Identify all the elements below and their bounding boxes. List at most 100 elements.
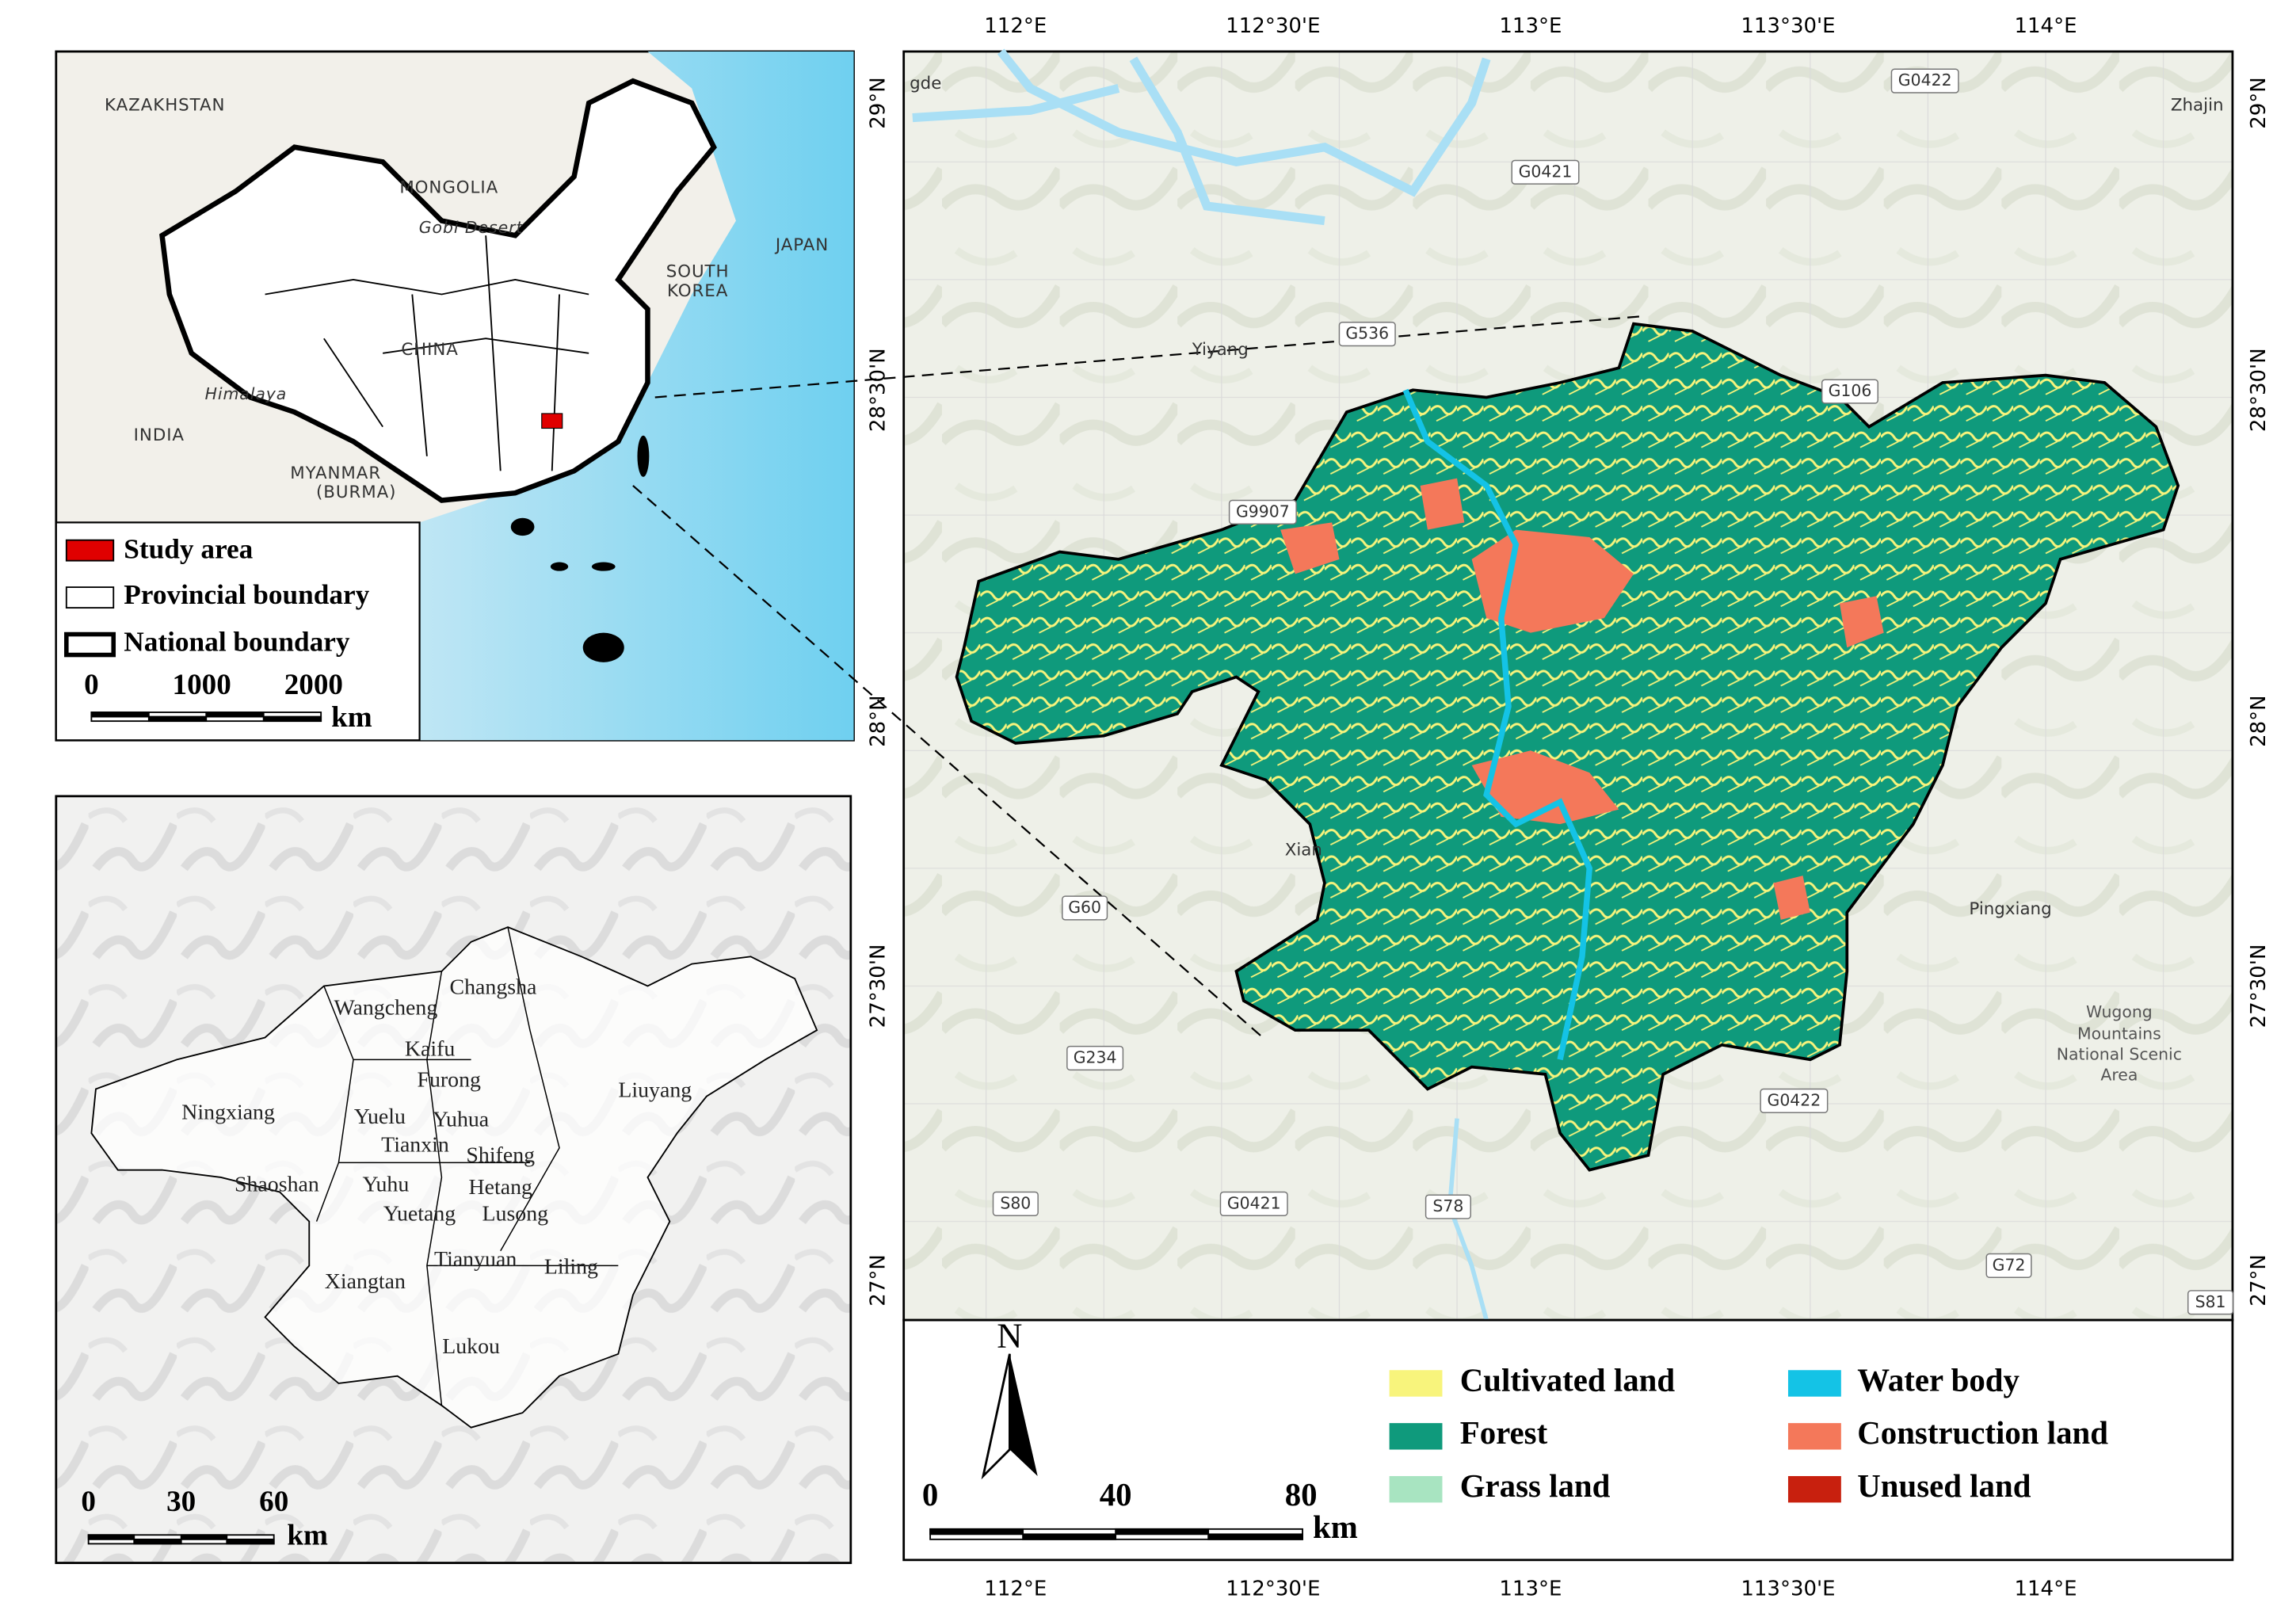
scenic-label: National Scenic bbox=[2057, 1045, 2182, 1064]
country-label: Himalaya bbox=[205, 384, 288, 403]
road-shield bbox=[1228, 499, 1297, 525]
road-label: G9907 bbox=[1236, 502, 1290, 521]
scale-label: 40 bbox=[1100, 1477, 1132, 1513]
legend-swatch bbox=[1389, 1370, 1443, 1397]
latitude-label: 29°N bbox=[867, 77, 891, 129]
road-label: G72 bbox=[1993, 1255, 2026, 1274]
road-label: G0422 bbox=[1898, 71, 1952, 90]
scenic-label: Mountains bbox=[2077, 1024, 2161, 1043]
road-label: G234 bbox=[1074, 1047, 1117, 1066]
road-shield bbox=[1985, 1253, 2032, 1278]
county-label: Tianyuan bbox=[434, 1247, 517, 1272]
road-shield bbox=[1062, 895, 1108, 921]
country-label: KOREA bbox=[667, 281, 728, 301]
road-label: S80 bbox=[1000, 1193, 1031, 1212]
latitude-label: 28°30'N bbox=[867, 348, 891, 432]
place-label: Zhajin bbox=[2171, 96, 2224, 116]
country-label: INDIA bbox=[134, 425, 185, 445]
legend-swatch bbox=[1787, 1475, 1841, 1503]
latitude-label: 28°N bbox=[867, 695, 891, 747]
latitude-label: 28°N bbox=[2247, 695, 2271, 747]
longitude-label: 112°E bbox=[984, 14, 1047, 38]
country-label: MYANMAR bbox=[290, 464, 381, 483]
legend-label: Construction land bbox=[1857, 1415, 2108, 1451]
country-label: CHINA bbox=[401, 340, 459, 360]
place-label: gde bbox=[910, 74, 941, 93]
latitude-label: 27°N bbox=[867, 1254, 891, 1307]
county-label: Changsha bbox=[450, 975, 537, 1000]
county-label: Shaoshan bbox=[235, 1172, 319, 1196]
legend-label: Water body bbox=[1857, 1362, 2019, 1398]
scale-unit: km bbox=[287, 1520, 328, 1552]
legend-label: National boundary bbox=[124, 627, 350, 658]
county-label: Liling bbox=[544, 1254, 598, 1279]
place-label: Xian bbox=[1285, 841, 1322, 860]
road-shield bbox=[1821, 379, 1879, 404]
legend-label: Grass land bbox=[1460, 1468, 1611, 1504]
legend-label: Study area bbox=[124, 534, 253, 565]
scale-label: 0 bbox=[922, 1477, 938, 1513]
road-label: G0422 bbox=[1767, 1090, 1821, 1109]
road-shield bbox=[1338, 322, 1396, 347]
road-shield bbox=[2187, 1290, 2234, 1315]
road-label: G60 bbox=[1068, 898, 1101, 917]
legend-swatch bbox=[1787, 1370, 1841, 1397]
longitude-label: 113°30'E bbox=[1741, 14, 1835, 38]
legend-swatch bbox=[1389, 1475, 1443, 1503]
county-label: Ningxiang bbox=[181, 1100, 275, 1124]
legend-label: Cultivated land bbox=[1460, 1362, 1676, 1398]
longitude-label: 113°E bbox=[1499, 1577, 1562, 1600]
longitude-label: 112°30'E bbox=[1226, 1577, 1320, 1600]
legend-label: Provincial boundary bbox=[124, 579, 369, 610]
scale-label: 80 bbox=[1285, 1477, 1318, 1513]
road-shield bbox=[1219, 1191, 1288, 1216]
longitude-label: 114°E bbox=[2014, 14, 2077, 38]
county-label: Yuhu bbox=[362, 1172, 409, 1196]
north-label: N bbox=[997, 1315, 1022, 1355]
legend-swatch bbox=[1389, 1423, 1443, 1450]
scale-label: 1000 bbox=[173, 669, 231, 701]
county-label: Furong bbox=[417, 1068, 481, 1093]
place-label: Yiyang bbox=[1192, 340, 1249, 360]
country-label: SOUTH bbox=[666, 262, 730, 282]
scale-unit: km bbox=[331, 701, 372, 734]
road-label: G536 bbox=[1345, 324, 1389, 343]
county-label: Yuetang bbox=[383, 1202, 456, 1227]
country-label: JAPAN bbox=[774, 235, 829, 255]
inset-map bbox=[55, 50, 855, 742]
longitude-label: 112°E bbox=[984, 1577, 1047, 1600]
county-label: Lusong bbox=[482, 1202, 549, 1227]
scale-label: 0 bbox=[84, 669, 99, 701]
county-label: Yuelu bbox=[354, 1104, 406, 1129]
county-label: Kaifu bbox=[405, 1037, 456, 1062]
scale-unit: km bbox=[1313, 1509, 1358, 1545]
scale-label: 30 bbox=[166, 1486, 196, 1518]
legend-label: Unused land bbox=[1857, 1468, 2031, 1504]
county-map bbox=[55, 795, 852, 1564]
country-label: KAZAKHSTAN bbox=[105, 96, 225, 116]
road-shield bbox=[992, 1191, 1039, 1216]
longitude-label: 113°E bbox=[1499, 14, 1562, 38]
road-shield bbox=[1425, 1194, 1471, 1219]
road-label: G0421 bbox=[1227, 1193, 1281, 1212]
latitude-label: 27°30'N bbox=[2247, 944, 2271, 1028]
scale-label: 0 bbox=[81, 1486, 96, 1518]
county-label: Lukou bbox=[442, 1334, 500, 1359]
county-label: Hetang bbox=[469, 1175, 533, 1200]
longitude-label: 113°30'E bbox=[1741, 1577, 1835, 1600]
road-label: G106 bbox=[1829, 381, 1872, 400]
scenic-label: Wugong bbox=[2086, 1002, 2153, 1021]
road-shield bbox=[1066, 1045, 1124, 1071]
county-label: Shifeng bbox=[466, 1143, 535, 1167]
county-label: Tianxin bbox=[381, 1132, 449, 1157]
scale-label: 2000 bbox=[284, 669, 343, 701]
legend-label: Forest bbox=[1460, 1415, 1548, 1451]
latitude-label: 29°N bbox=[2247, 77, 2271, 129]
scenic-label: Area bbox=[2100, 1066, 2138, 1085]
longitude-label: 114°E bbox=[2014, 1577, 2077, 1600]
county-label: Yuhua bbox=[433, 1108, 489, 1132]
country-label: Gobi Desert bbox=[419, 218, 524, 237]
road-label: G0421 bbox=[1519, 162, 1573, 181]
place-label: Pingxiang bbox=[1969, 899, 2051, 919]
